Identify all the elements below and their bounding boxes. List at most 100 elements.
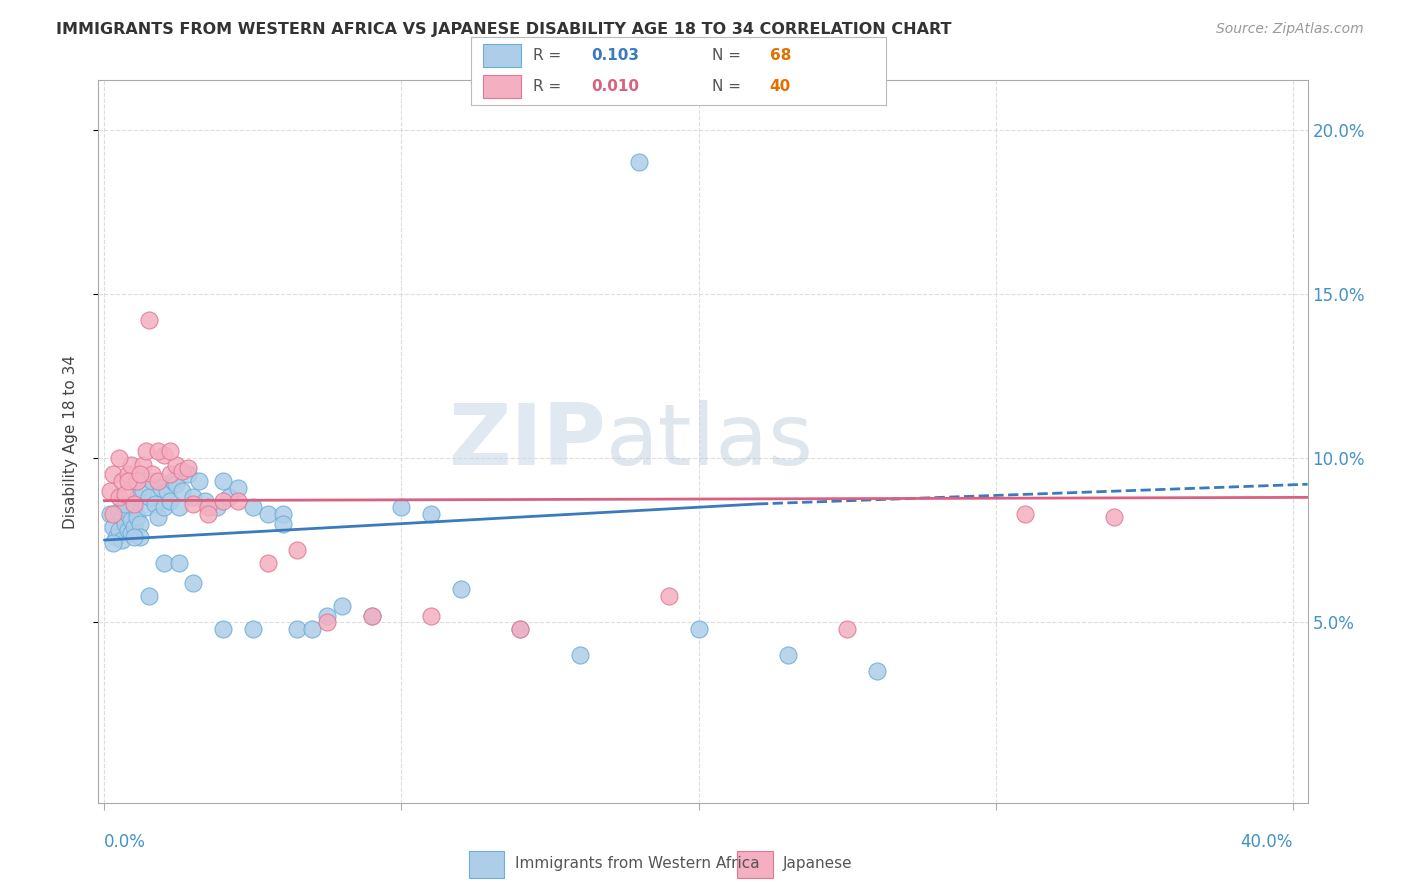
Point — [271, 507, 294, 521]
Point — [103, 507, 125, 521]
Point — [111, 533, 134, 547]
Point — [125, 491, 148, 505]
Point — [183, 491, 205, 505]
Point — [108, 523, 131, 537]
Point — [117, 474, 139, 488]
Point — [149, 481, 172, 495]
Point — [114, 497, 136, 511]
Text: N =: N = — [711, 48, 741, 63]
Point — [628, 155, 651, 169]
Point — [176, 460, 198, 475]
Point — [301, 622, 323, 636]
Y-axis label: Disability Age 18 to 34: Disability Age 18 to 34 — [63, 354, 77, 529]
Point — [170, 483, 193, 498]
Text: Source: ZipAtlas.com: Source: ZipAtlas.com — [1216, 22, 1364, 37]
Point — [316, 615, 339, 630]
Point — [197, 500, 219, 515]
Point — [287, 622, 309, 636]
Bar — [737, 851, 773, 878]
Point — [271, 516, 294, 531]
Point — [212, 474, 235, 488]
Point — [111, 510, 134, 524]
Point — [117, 467, 139, 482]
Point — [146, 510, 169, 524]
Point — [242, 500, 264, 515]
Point — [165, 458, 187, 472]
Point — [226, 481, 249, 495]
Point — [152, 556, 174, 570]
Point — [688, 622, 710, 636]
Point — [188, 474, 211, 488]
Point — [165, 477, 187, 491]
Point — [135, 444, 157, 458]
Point — [197, 507, 219, 521]
Point — [207, 500, 229, 515]
Point — [103, 467, 125, 482]
Text: Immigrants from Western Africa: Immigrants from Western Africa — [515, 856, 759, 871]
Point — [509, 622, 531, 636]
Point — [138, 589, 160, 603]
Point — [125, 474, 148, 488]
Bar — [484, 45, 520, 67]
Point — [360, 608, 382, 623]
Text: 40: 40 — [769, 79, 792, 95]
Text: 0.0%: 0.0% — [104, 833, 146, 851]
Text: R =: R = — [533, 48, 561, 63]
Bar — [484, 76, 520, 98]
Point — [194, 493, 217, 508]
Point — [122, 497, 145, 511]
Point — [122, 530, 145, 544]
Point — [146, 444, 169, 458]
Point — [156, 483, 179, 498]
Point — [129, 467, 152, 482]
Point — [450, 582, 472, 597]
Point — [122, 500, 145, 515]
Point — [98, 507, 121, 521]
Point — [176, 467, 198, 482]
Point — [159, 493, 181, 508]
Point — [138, 491, 160, 505]
Point — [776, 648, 799, 662]
Point — [242, 622, 264, 636]
Text: ZIP: ZIP — [449, 400, 606, 483]
Point — [120, 458, 142, 472]
Text: atlas: atlas — [606, 400, 814, 483]
Point — [835, 622, 858, 636]
Point — [132, 458, 155, 472]
Point — [256, 556, 278, 570]
Point — [143, 497, 166, 511]
Point — [162, 474, 184, 488]
Point — [125, 510, 148, 524]
Text: 0.103: 0.103 — [592, 48, 640, 63]
Point — [167, 500, 190, 515]
Point — [866, 665, 889, 679]
Point — [108, 491, 131, 505]
Point — [170, 464, 193, 478]
Point — [129, 516, 152, 531]
Point — [114, 487, 136, 501]
Point — [117, 523, 139, 537]
Point — [98, 483, 121, 498]
Point — [420, 608, 443, 623]
Point — [152, 448, 174, 462]
Point — [183, 497, 205, 511]
Text: 0.010: 0.010 — [592, 79, 640, 95]
Text: N =: N = — [711, 79, 741, 95]
Point — [138, 313, 160, 327]
Point — [152, 500, 174, 515]
Text: IMMIGRANTS FROM WESTERN AFRICA VS JAPANESE DISABILITY AGE 18 TO 34 CORRELATION C: IMMIGRANTS FROM WESTERN AFRICA VS JAPANE… — [56, 22, 952, 37]
Point — [226, 493, 249, 508]
Point — [1014, 507, 1036, 521]
Point — [509, 622, 531, 636]
Point — [183, 575, 205, 590]
Point — [135, 500, 157, 515]
Text: 68: 68 — [769, 48, 792, 63]
Point — [141, 467, 163, 482]
Point — [212, 493, 235, 508]
Point — [141, 474, 163, 488]
Point — [360, 608, 382, 623]
Point — [256, 507, 278, 521]
Point — [159, 444, 181, 458]
Point — [103, 536, 125, 550]
Point — [108, 450, 131, 465]
